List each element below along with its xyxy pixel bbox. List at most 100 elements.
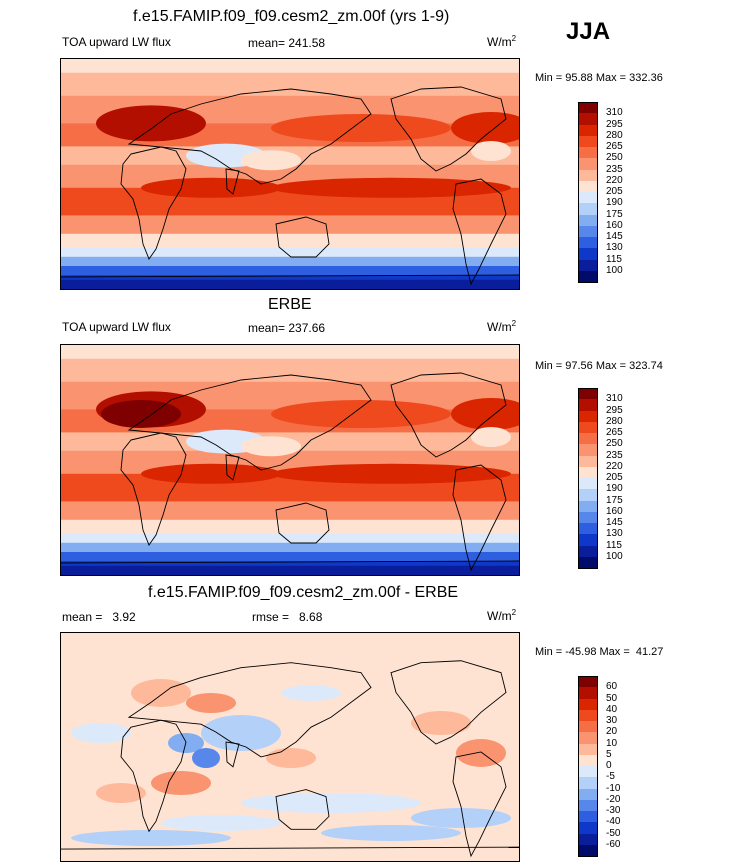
field-band (61, 233, 519, 249)
colorbar-tick-label: -30 (606, 805, 621, 816)
colorbar-tick-label: 40 (606, 703, 618, 715)
colorbar-swatch (578, 444, 598, 456)
field-feature (266, 748, 316, 768)
colorbar-tick-label: 205 (606, 186, 623, 197)
colorbar-tick-label: 160 (606, 505, 623, 517)
field-feature (471, 141, 511, 161)
coastline (275, 502, 330, 544)
field-feature (456, 739, 506, 767)
field-feature (451, 398, 519, 430)
colorbar-tick-label: 190 (606, 197, 623, 209)
panel3-units: W/m2 (487, 608, 517, 623)
colorbar-swatch (578, 203, 598, 215)
field-feature (96, 783, 146, 803)
coastline (127, 374, 372, 471)
colorbar-swatch (578, 102, 598, 114)
field-feature (271, 177, 511, 198)
panel1-title: f.e15.FAMIP.f09_f09.cesm2_zm.00f (yrs 1-… (133, 8, 450, 25)
colorbar-swatch (578, 721, 598, 733)
field-feature (71, 830, 231, 846)
colorbar-swatch (578, 180, 598, 193)
colorbar-swatch (578, 754, 598, 767)
colorbar-tick-label: 130 (606, 242, 623, 254)
field-feature (271, 114, 451, 142)
colorbar-tick-label: 130 (606, 528, 623, 540)
field-band (61, 266, 519, 277)
panel2-mean-label: mean= 237.66 (248, 321, 326, 335)
field-feature (451, 112, 519, 144)
colorbar-tick-label: 10 (606, 737, 618, 749)
colorbar-tick-label: 60 (606, 681, 618, 693)
colorbar-swatch (578, 466, 598, 479)
field-feature (271, 400, 451, 428)
colorbar-swatch (578, 455, 598, 468)
field-feature (411, 808, 511, 828)
coastline (390, 86, 507, 172)
colorbar-swatch (578, 811, 598, 823)
colorbar-swatch (578, 158, 598, 170)
colorbar-swatch (578, 511, 598, 524)
colorbar-tick-label: -5 (606, 771, 615, 783)
colorbar-tick-label: 175 (606, 208, 623, 220)
coastline (61, 560, 519, 564)
colorbar-tick-label: 250 (606, 438, 623, 450)
colorbar-swatch (578, 270, 598, 283)
colorbar-swatch (578, 500, 598, 513)
colorbar-tick-label: 115 (606, 253, 622, 265)
colorbar-swatch (578, 732, 598, 744)
colorbar-tick-label: 280 (606, 415, 623, 427)
colorbar-swatch (578, 698, 598, 711)
colorbar-tick-label: 295 (606, 404, 623, 416)
panel3-map-svg (61, 633, 519, 861)
panel2-map-svg (61, 345, 519, 575)
colorbar-swatch (578, 237, 598, 249)
coastline (127, 88, 372, 185)
field-band (61, 59, 519, 74)
colorbar-swatch (578, 489, 598, 501)
field-band (61, 501, 519, 521)
colorbar-tick-label: 190 (606, 483, 623, 495)
colorbar-swatch (578, 687, 598, 699)
field-feature (281, 685, 341, 701)
colorbar-swatch (578, 844, 598, 857)
panel3-colorbar: 60 50 40 30 20 10 5 0 -5 -10 -20 -30 -40 -50 -60 (578, 676, 648, 857)
panel3-rmse-label: rmse = 8.68 (252, 610, 323, 624)
colorbar-swatch (578, 709, 598, 722)
field-feature (101, 400, 181, 428)
colorbar-swatch (578, 113, 598, 125)
field-band (61, 565, 519, 575)
colorbar-tick-label: 220 (606, 174, 623, 186)
colorbar-swatch (578, 421, 598, 434)
colorbar-tick-label: 205 (606, 472, 623, 483)
field-feature (241, 793, 421, 813)
coastline (275, 789, 330, 830)
coastline (61, 274, 519, 278)
colorbar-swatch (578, 124, 598, 137)
colorbar-swatch (578, 799, 598, 812)
colorbar-swatch (578, 743, 598, 756)
coastline (390, 372, 507, 458)
field-feature (96, 105, 206, 142)
panel2-colorbar: 310 295 280 265 250 235 220 205 190 175 160 145 130 1… (578, 388, 648, 569)
field-feature (271, 463, 511, 484)
coastline (452, 178, 507, 286)
colorbar-swatch (578, 169, 598, 182)
field-feature (241, 436, 301, 457)
panel3-minmax: Min = -45.98 Max = 41.27 (535, 646, 664, 658)
colorbar-swatch (578, 135, 598, 148)
colorbar-tick-label: -50 (606, 827, 621, 839)
colorbar-tick-label: 145 (606, 517, 623, 528)
field-feature (411, 711, 471, 735)
field-band (61, 247, 519, 258)
colorbar-swatch (578, 248, 598, 260)
field-band (61, 345, 519, 360)
field-band (61, 358, 519, 383)
colorbar-tick-label: -60 (606, 838, 621, 850)
coastline (390, 660, 507, 745)
coastline (120, 146, 187, 260)
colorbar-tick-label: 100 (606, 550, 623, 562)
colorbar-tick-label: 0 (606, 760, 612, 771)
field-band (61, 279, 519, 289)
colorbar-tick-label: 5 (606, 748, 612, 760)
colorbar-tick-label: 50 (606, 692, 618, 704)
